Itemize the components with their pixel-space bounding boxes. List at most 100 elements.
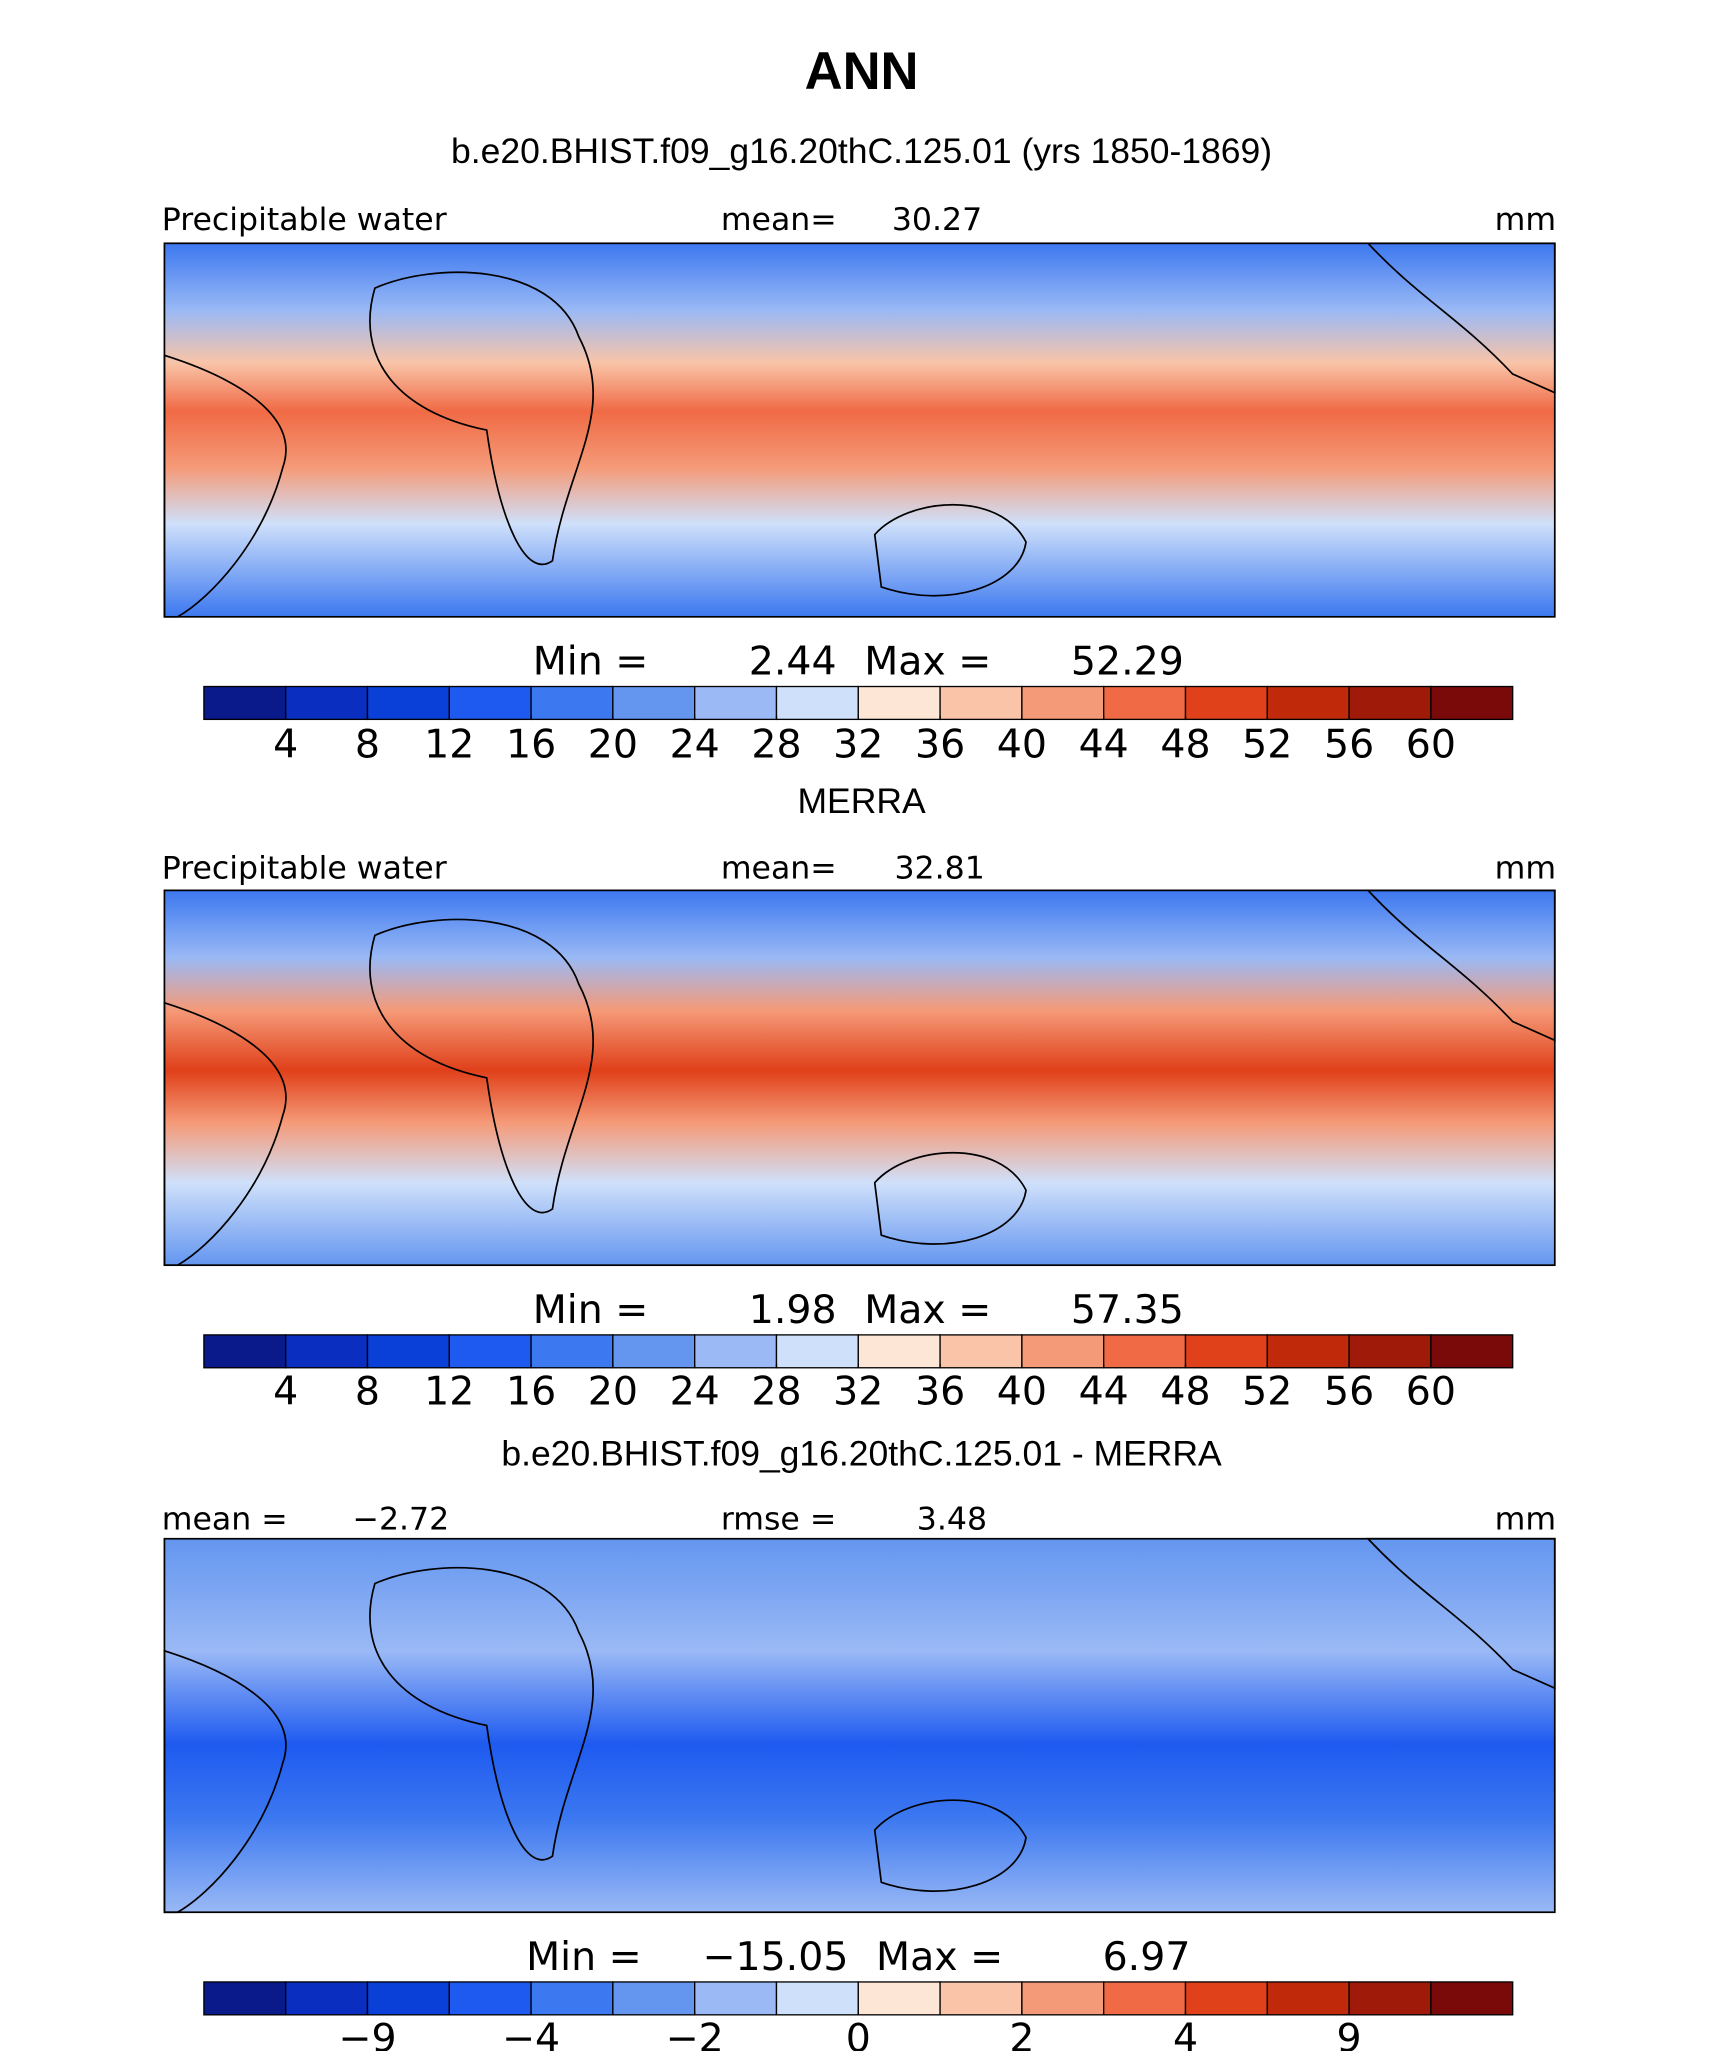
max-value: 57.35 bbox=[1071, 1287, 1184, 1333]
colorbar-tick-label: 52 bbox=[1242, 722, 1292, 768]
map-field bbox=[164, 890, 1555, 1266]
header-left: Precipitable water bbox=[162, 850, 447, 886]
colorbar-tick-label: 9 bbox=[1337, 2016, 1362, 2051]
header-left: Precipitable water bbox=[162, 202, 447, 238]
colorbar-tick-label: 24 bbox=[670, 1369, 720, 1415]
min-label: Min = bbox=[533, 1287, 649, 1333]
colorbar-tick-label: 4 bbox=[1173, 2016, 1198, 2051]
colorbar-tick-label: −9 bbox=[338, 2016, 396, 2051]
colorbar-tick-label: 0 bbox=[846, 2016, 871, 2051]
colorbar-tick-label: 44 bbox=[1079, 722, 1129, 768]
colorbar-box bbox=[939, 685, 1023, 721]
colorbar-tick-label: 2 bbox=[1009, 2016, 1034, 2051]
colorbar-tick-label: 32 bbox=[833, 1369, 883, 1415]
colorbar-box bbox=[366, 1981, 450, 2016]
colorbar-box bbox=[1348, 1334, 1432, 1369]
colorbar-box bbox=[203, 1981, 287, 2016]
colorbar-tick-label: −4 bbox=[502, 2016, 560, 2051]
colorbar-box bbox=[939, 1334, 1023, 1369]
colorbar-box bbox=[694, 1981, 778, 2016]
colorbar-box bbox=[612, 1981, 696, 2016]
colorbar-box bbox=[530, 1981, 614, 2016]
header-center-value: 32.81 bbox=[894, 850, 984, 886]
colorbar-box bbox=[775, 1981, 859, 2016]
colorbar-box bbox=[1348, 1981, 1432, 2016]
map-frame bbox=[163, 1537, 1556, 1914]
colorbar-tick-label: 20 bbox=[588, 1369, 638, 1415]
colorbar-box bbox=[448, 1981, 532, 2016]
header-right: mm bbox=[1495, 1501, 1556, 1537]
coastline bbox=[163, 1001, 287, 1267]
colorbar-tick-label: 36 bbox=[915, 722, 965, 768]
colorbar-tick-label: 28 bbox=[751, 722, 801, 768]
colorbar-tick-label: 8 bbox=[355, 1369, 380, 1415]
colorbar-box bbox=[285, 685, 369, 721]
colorbar-box bbox=[775, 1334, 859, 1369]
colorbar-box bbox=[1103, 685, 1187, 721]
coastline bbox=[873, 504, 1027, 597]
figure-title: ANN bbox=[805, 42, 919, 101]
colorbar-tick-label: 24 bbox=[670, 722, 720, 768]
colorbar-tick-label: 60 bbox=[1406, 1369, 1456, 1415]
map-frame bbox=[163, 889, 1556, 1267]
map-frame bbox=[163, 242, 1556, 618]
min-value: 1.98 bbox=[749, 1287, 837, 1333]
colorbar-box bbox=[939, 1981, 1023, 2016]
colorbar-box bbox=[1021, 1981, 1105, 2016]
max-label: Max = bbox=[864, 639, 991, 685]
colorbar-tick-label: 60 bbox=[1406, 722, 1456, 768]
colorbar-tick-label: 40 bbox=[997, 722, 1047, 768]
colorbar-tick-label: 56 bbox=[1324, 1369, 1374, 1415]
colorbar-tick-label: 4 bbox=[273, 1369, 298, 1415]
colorbar-tick-label: 28 bbox=[751, 1369, 801, 1415]
colorbar-box bbox=[1266, 1334, 1350, 1369]
max-value: 6.97 bbox=[1103, 1934, 1191, 1980]
header-right: mm bbox=[1495, 850, 1556, 886]
colorbar-box bbox=[1266, 685, 1350, 721]
max-label: Max = bbox=[876, 1934, 1003, 1980]
coastline bbox=[369, 918, 594, 1214]
coastline bbox=[369, 1566, 595, 1861]
colorbar-box bbox=[1184, 685, 1268, 721]
colorbar-box bbox=[612, 685, 696, 721]
colorbar-box bbox=[285, 1981, 369, 2016]
colorbar-box bbox=[1184, 1981, 1268, 2016]
min-value: 2.44 bbox=[749, 639, 837, 685]
colorbar-box bbox=[530, 1334, 614, 1369]
colorbar-tick-label: 48 bbox=[1160, 1369, 1210, 1415]
colorbar-box bbox=[366, 685, 450, 721]
header-center: rmse = bbox=[721, 1501, 836, 1537]
coastline bbox=[1366, 889, 1556, 1042]
colorbar-box bbox=[448, 1334, 532, 1369]
colorbar-box bbox=[1430, 1981, 1514, 2016]
coastline bbox=[1366, 1537, 1556, 1690]
colorbar-tick-label: 48 bbox=[1160, 722, 1210, 768]
header-center: mean= bbox=[721, 850, 837, 886]
header-center-value: 30.27 bbox=[892, 202, 982, 238]
colorbar-box bbox=[203, 685, 287, 721]
colorbar-tick-label: 36 bbox=[915, 1369, 965, 1415]
colorbar-box bbox=[1348, 685, 1432, 721]
coastline bbox=[163, 1649, 287, 1914]
colorbar-box bbox=[612, 1334, 696, 1369]
colorbar-box bbox=[1184, 1334, 1268, 1369]
colorbar-box bbox=[1103, 1334, 1187, 1369]
colorbar-tick-label: 16 bbox=[506, 1369, 556, 1415]
header-center: mean= bbox=[721, 202, 837, 238]
min-value: −15.05 bbox=[702, 1934, 848, 1980]
colorbar-tick-label: 32 bbox=[833, 722, 883, 768]
colorbar-box bbox=[857, 685, 941, 721]
colorbar-box bbox=[857, 1981, 941, 2016]
min-label: Min = bbox=[526, 1934, 642, 1980]
colorbar-box bbox=[775, 685, 859, 721]
header-center-value: 3.48 bbox=[917, 1501, 987, 1537]
colorbar-box bbox=[1021, 1334, 1105, 1369]
colorbar-tick-label: 20 bbox=[588, 722, 638, 768]
map-field bbox=[164, 1538, 1555, 1913]
max-label: Max = bbox=[864, 1287, 991, 1333]
colorbar-box bbox=[448, 685, 532, 721]
colorbar-box bbox=[857, 1334, 941, 1369]
colorbar-box bbox=[1266, 1981, 1350, 2016]
colorbar-tick-label: 12 bbox=[424, 1369, 474, 1415]
